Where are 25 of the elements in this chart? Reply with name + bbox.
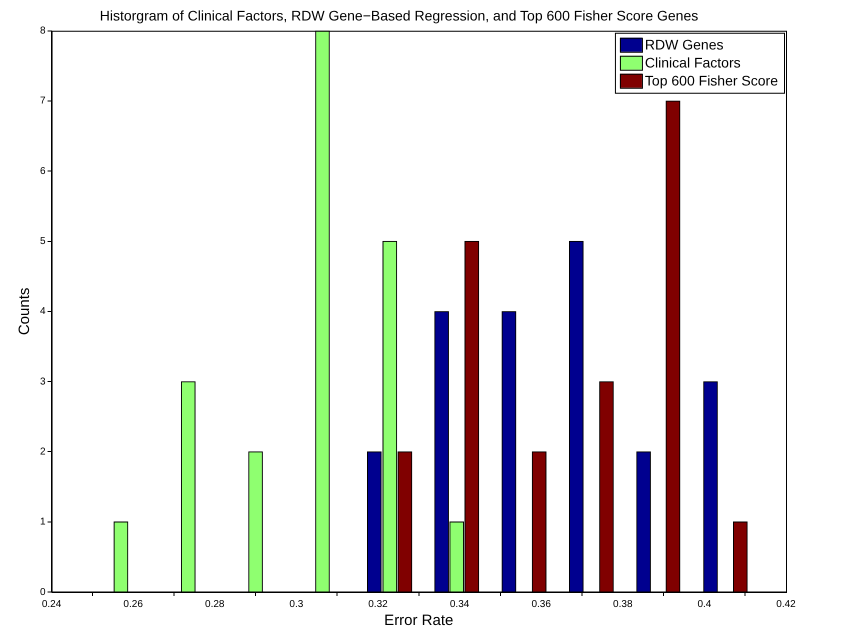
y-tick-label: 8 — [40, 26, 46, 37]
x-axis-title: Error Rate — [384, 612, 454, 630]
x-tick-label: 0.36 — [531, 598, 552, 610]
y-axis-title: Counts — [16, 288, 34, 336]
x-tick-label: 0.26 — [123, 598, 144, 610]
y-tick-label: 6 — [40, 166, 46, 177]
x-tick-label: 0.38 — [613, 598, 633, 610]
legend-label: Clinical Factors — [644, 54, 741, 71]
x-tick-label: 0.24 — [42, 598, 62, 610]
y-tick-label: 0 — [40, 586, 46, 598]
x-tick-label: 0.4 — [697, 598, 712, 610]
y-tick-label: 2 — [40, 446, 46, 458]
y-tick-label: 3 — [40, 376, 46, 388]
x-tick-label: 0.32 — [368, 598, 388, 610]
y-tick-label: 7 — [40, 96, 46, 107]
legend-label: RDW Genes — [644, 36, 724, 53]
x-tick-label: 0.3 — [289, 598, 304, 610]
chart-title: Historgram of Clinical Factors, RDW Gene−Based Regression, and Top 600 Fisher Score Genes — [100, 7, 698, 24]
y-tick-label: 1 — [40, 516, 46, 528]
y-tick-label: 5 — [40, 236, 46, 247]
legend-label: Top 600 Fisher Score — [644, 72, 778, 89]
x-tick-label: 0.34 — [450, 598, 470, 610]
y-tick-label: 4 — [40, 306, 46, 318]
x-tick-label: 0.28 — [205, 598, 225, 610]
x-tick-label: 0.42 — [776, 598, 796, 610]
